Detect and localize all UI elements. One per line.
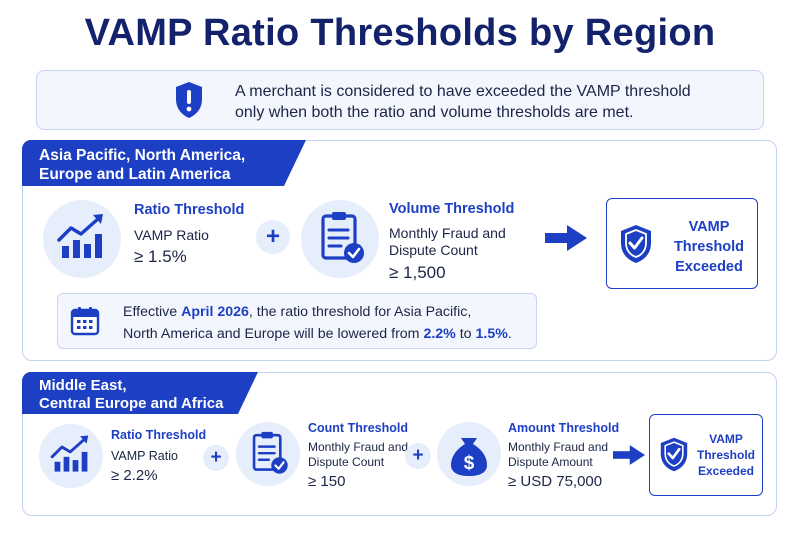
shield-check-icon	[619, 223, 653, 265]
region-panel-1: Asia Pacific, North America, Europe and …	[22, 140, 777, 361]
money-bag-icon: $	[451, 438, 487, 476]
callout-date: April 2026	[181, 304, 249, 320]
clipboard-check-icon	[321, 212, 364, 263]
region-tag-line-1: Asia Pacific, North America,	[39, 147, 246, 164]
result-text: VAMP Threshold Exceeded	[692, 431, 760, 479]
result-line-3: Exceeded	[675, 259, 743, 275]
callout-from: 2.2%	[423, 326, 456, 342]
notice-text: A merchant is considered to have exceede…	[235, 81, 755, 123]
arrow-right-icon	[613, 445, 645, 465]
amount-label-line-1: Monthly Fraud and	[508, 440, 609, 454]
callout-text-3: North America and Europe will be lowered…	[123, 326, 424, 342]
bar-chart-icon	[57, 214, 103, 258]
callout-text-5: .	[507, 326, 512, 342]
result-line-3: Exceeded	[697, 464, 755, 478]
amount-label-line-2: Dispute Amount	[508, 455, 593, 469]
region-tag-line-2: Central Europe and Africa	[39, 395, 224, 412]
svg-text:$: $	[464, 453, 475, 474]
result-box: VAMP Threshold Exceeded	[649, 414, 763, 496]
callout-text-4: to	[455, 326, 476, 342]
count-icon-circle	[236, 422, 300, 486]
ratio-value: ≥ 2.2%	[111, 467, 158, 484]
plus-sign-2: +	[405, 443, 431, 469]
result-line-1: VAMP	[688, 219, 730, 235]
region-tag: Middle East, Central Europe and Africa	[22, 372, 258, 414]
callout-text-1: Effective	[123, 304, 182, 320]
region-tag-line-2: Europe and Latin America	[39, 166, 231, 183]
plus-sign: +	[256, 220, 290, 254]
volume-label: Monthly Fraud and Dispute Count	[389, 225, 506, 259]
arrow-right-icon	[545, 225, 587, 251]
volume-icon-circle	[301, 200, 379, 278]
ratio-icon-circle	[43, 200, 121, 278]
volume-value: ≥ 1,500	[389, 263, 446, 282]
ratio-heading: Ratio Threshold	[111, 428, 207, 442]
ratio-icon-circle	[39, 424, 103, 488]
notice-line-1: A merchant is considered to have exceede…	[235, 83, 691, 100]
amount-value: ≥ USD 75,000	[508, 473, 603, 490]
result-line-2: Threshold	[673, 239, 745, 255]
count-heading: Count Threshold	[308, 421, 408, 435]
count-label-line-1: Monthly Fraud and	[308, 440, 409, 454]
ratio-label: VAMP Ratio	[111, 449, 178, 463]
plus-sign: +	[203, 445, 229, 471]
ratio-value: ≥ 1.5%	[134, 247, 187, 266]
result-text: VAMP Threshold Exceeded	[665, 217, 753, 277]
notice-line-2: only when both the ratio and volume thre…	[235, 104, 634, 121]
result-box: VAMP Threshold Exceeded	[606, 198, 758, 289]
amount-heading: Amount Threshold	[508, 421, 620, 435]
region-tag-line-1: Middle East,	[39, 377, 127, 394]
callout-text: Effective April 2026, the ratio threshol…	[123, 301, 533, 345]
calendar-icon	[70, 306, 100, 336]
region-panel-2: Middle East, Central Europe and Africa R…	[22, 372, 777, 516]
volume-label-line-2: Dispute Count	[389, 242, 478, 258]
count-label: Monthly Fraud and Dispute Count	[308, 440, 408, 470]
page-title: VAMP Ratio Thresholds by Region	[84, 12, 716, 54]
ratio-label: VAMP Ratio	[134, 227, 209, 243]
notice-banner: A merchant is considered to have exceede…	[36, 70, 764, 130]
callout-to: 1.5%	[475, 326, 508, 342]
shield-check-icon	[659, 436, 689, 473]
result-line-2: Threshold	[696, 448, 755, 462]
amount-icon-circle: $	[437, 422, 501, 486]
count-value: ≥ 150	[308, 473, 346, 490]
shield-alert-icon	[174, 80, 204, 120]
amount-label: Monthly Fraud and Dispute Amount	[508, 440, 608, 470]
clipboard-check-icon	[252, 431, 288, 474]
volume-label-line-1: Monthly Fraud and	[389, 225, 506, 241]
count-label-line-2: Dispute Count	[308, 455, 385, 469]
effective-date-callout: Effective April 2026, the ratio threshol…	[57, 293, 537, 349]
volume-heading: Volume Threshold	[389, 201, 515, 217]
bar-chart-icon	[50, 435, 89, 472]
result-line-1: VAMP	[709, 432, 743, 446]
callout-text-2: , the ratio threshold for Asia Pacific,	[248, 304, 472, 320]
region-tag: Asia Pacific, North America, Europe and …	[22, 140, 306, 186]
ratio-heading: Ratio Threshold	[134, 202, 245, 218]
